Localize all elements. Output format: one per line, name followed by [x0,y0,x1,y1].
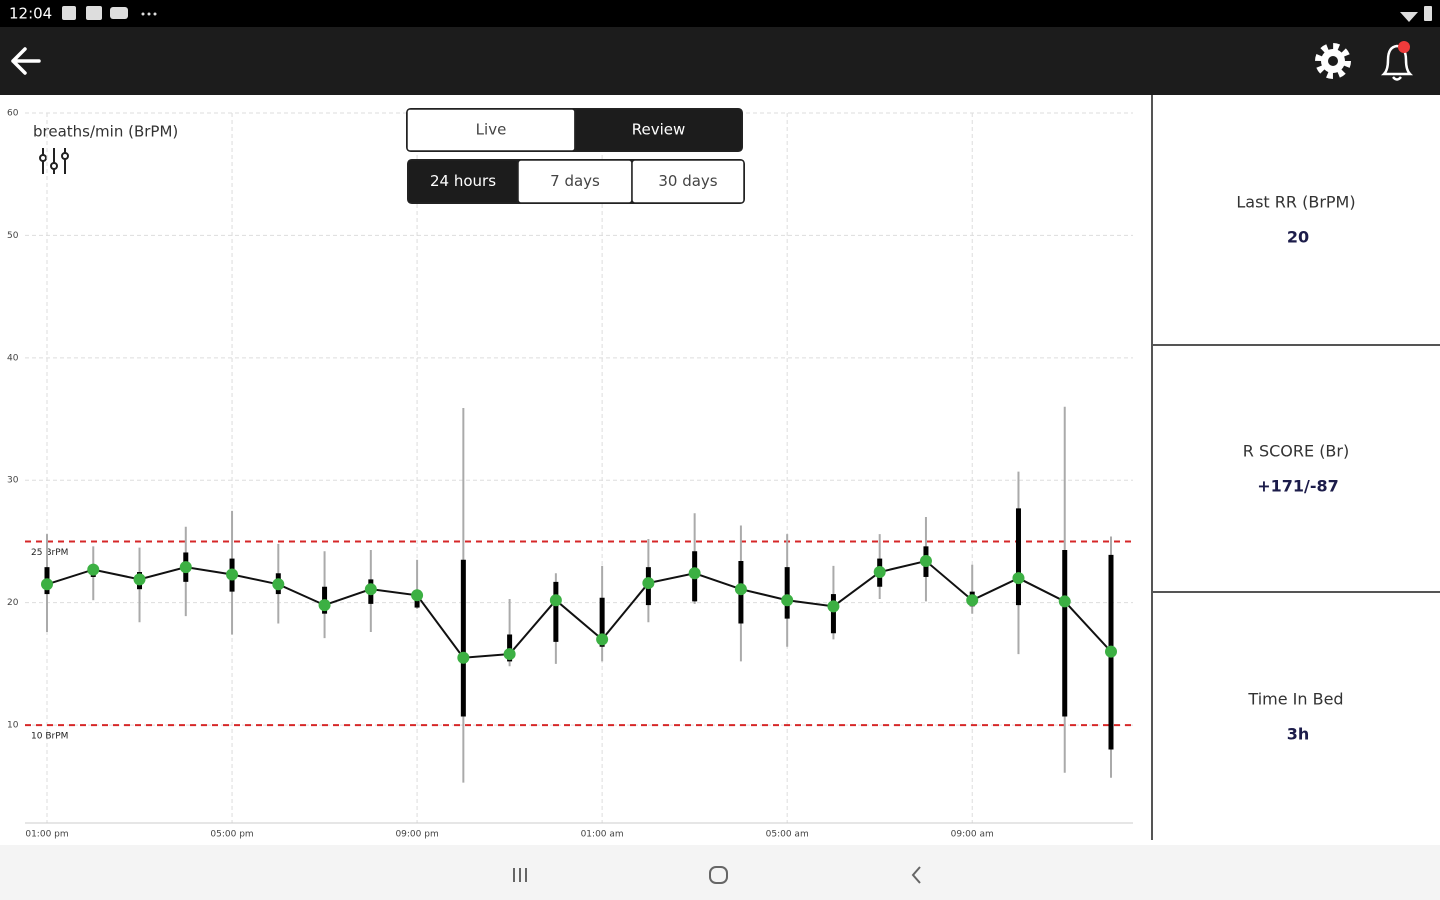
x-tick-label: 01:00 pm [25,830,68,840]
median-point [827,600,840,613]
median-point [688,567,701,580]
median-point [503,648,516,661]
median-point [87,563,100,576]
status-time: 12:04 [9,5,52,23]
y-tick-label: 50 [7,231,19,241]
reference-label: 10 BrPM [31,732,68,742]
toggle-label[interactable]: 7 days [550,172,600,190]
x-tick-label: 01:00 am [581,830,624,840]
stat-value: 20 [1287,228,1309,247]
nav-bar [0,845,1440,900]
toggle-label[interactable]: 24 hours [430,172,496,190]
stat-value: 3h [1287,725,1310,744]
median-point [41,578,53,591]
x-tick-label: 05:00 pm [210,830,253,840]
y-tick-label: 20 [7,598,19,608]
y-tick-label: 40 [7,353,19,363]
median-point [364,583,377,596]
median-point [596,633,609,646]
median-point [549,594,562,607]
median-point [179,561,192,574]
status-icons [62,6,1432,22]
toggle-option[interactable] [574,108,743,152]
median-point [226,568,239,581]
median-point [873,566,886,579]
y-tick-label: 30 [7,476,19,486]
median-point [642,577,655,590]
y-axis-label: breaths/min (BrPM) [33,123,178,141]
toggle-label[interactable]: 30 days [658,172,717,190]
median-point [1105,645,1117,658]
median-point [734,583,747,596]
toggle-label[interactable]: Live [476,121,507,139]
stat-label: Last RR (BrPM) [1236,193,1355,212]
median-point [272,578,285,591]
y-tick-label: 60 [7,109,19,119]
stat-label: Time In Bed [1247,690,1343,709]
stat-value: +171/-87 [1257,477,1339,496]
status-bar [0,0,1440,27]
median-point [411,589,424,602]
y-tick-label: 10 [7,721,19,731]
notifications-button[interactable] [1380,41,1414,81]
x-tick-label: 09:00 am [951,830,994,840]
median-point [966,594,979,607]
stat-label: R SCORE (Br) [1243,442,1349,461]
median-point [781,594,794,607]
filter-button[interactable] [39,148,69,174]
median-line [46,559,1112,659]
median-point [1058,595,1071,608]
nav-buttons[interactable] [513,866,921,884]
toggle-option[interactable] [631,159,745,204]
median-point [1012,572,1025,585]
x-tick-label: 09:00 pm [395,830,438,840]
app-bar [0,27,1440,95]
x-tick-label: 05:00 am [766,830,809,840]
median-point [133,573,146,586]
reference-label: 25 BrPM [31,548,68,558]
toggle-label[interactable]: Review [632,121,686,139]
median-point [919,555,932,568]
back-button[interactable] [11,47,41,75]
median-point [318,599,331,612]
settings-button[interactable] [1315,43,1351,79]
median-point [457,651,470,664]
